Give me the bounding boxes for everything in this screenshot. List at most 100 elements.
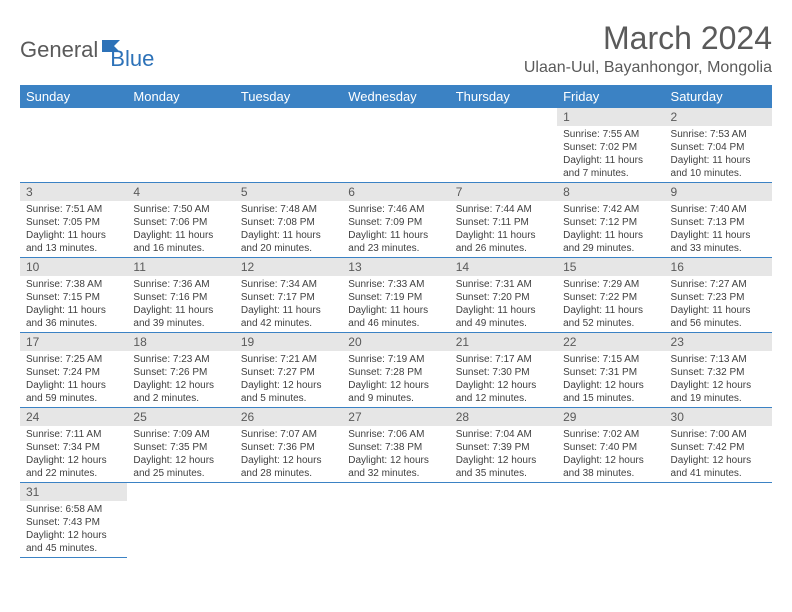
header: General Blue March 2024 Ulaan-Uul, Bayan… [20,20,772,77]
calendar-day-cell: 28Sunrise: 7:04 AMSunset: 7:39 PMDayligh… [450,408,557,483]
calendar-day-cell: 31Sunrise: 6:58 AMSunset: 7:43 PMDayligh… [20,483,127,558]
calendar-day-cell: 20Sunrise: 7:19 AMSunset: 7:28 PMDayligh… [342,333,449,408]
logo: General Blue [20,28,154,72]
day-number: 7 [450,183,557,201]
calendar-day-cell: 16Sunrise: 7:27 AMSunset: 7:23 PMDayligh… [665,258,772,333]
calendar-empty-cell [450,483,557,558]
day-number: 12 [235,258,342,276]
day-info: Sunrise: 7:19 AMSunset: 7:28 PMDaylight:… [342,351,449,407]
day-info: Sunrise: 6:58 AMSunset: 7:43 PMDaylight:… [20,501,127,557]
day-info: Sunrise: 7:38 AMSunset: 7:15 PMDaylight:… [20,276,127,332]
calendar-empty-cell [665,483,772,558]
calendar-body: 1Sunrise: 7:55 AMSunset: 7:02 PMDaylight… [20,108,772,558]
calendar-empty-cell [235,108,342,183]
calendar-empty-cell [235,483,342,558]
calendar-day-cell: 27Sunrise: 7:06 AMSunset: 7:38 PMDayligh… [342,408,449,483]
title-block: March 2024 Ulaan-Uul, Bayanhongor, Mongo… [524,20,772,77]
calendar-day-cell: 22Sunrise: 7:15 AMSunset: 7:31 PMDayligh… [557,333,664,408]
day-info: Sunrise: 7:33 AMSunset: 7:19 PMDaylight:… [342,276,449,332]
day-info: Sunrise: 7:40 AMSunset: 7:13 PMDaylight:… [665,201,772,257]
day-number: 5 [235,183,342,201]
day-info: Sunrise: 7:00 AMSunset: 7:42 PMDaylight:… [665,426,772,482]
day-number: 20 [342,333,449,351]
calendar-week-row: 1Sunrise: 7:55 AMSunset: 7:02 PMDaylight… [20,108,772,183]
day-info: Sunrise: 7:06 AMSunset: 7:38 PMDaylight:… [342,426,449,482]
weekday-header: Thursday [450,85,557,108]
day-number: 11 [127,258,234,276]
calendar-day-cell: 26Sunrise: 7:07 AMSunset: 7:36 PMDayligh… [235,408,342,483]
day-number: 9 [665,183,772,201]
calendar-day-cell: 17Sunrise: 7:25 AMSunset: 7:24 PMDayligh… [20,333,127,408]
logo-text-blue: Blue [110,46,154,72]
weekday-header: Saturday [665,85,772,108]
calendar-day-cell: 5Sunrise: 7:48 AMSunset: 7:08 PMDaylight… [235,183,342,258]
day-info: Sunrise: 7:51 AMSunset: 7:05 PMDaylight:… [20,201,127,257]
day-info: Sunrise: 7:02 AMSunset: 7:40 PMDaylight:… [557,426,664,482]
calendar-empty-cell [20,108,127,183]
day-number: 15 [557,258,664,276]
day-number: 2 [665,108,772,126]
calendar-day-cell: 12Sunrise: 7:34 AMSunset: 7:17 PMDayligh… [235,258,342,333]
day-number: 10 [20,258,127,276]
day-number: 26 [235,408,342,426]
calendar-day-cell: 7Sunrise: 7:44 AMSunset: 7:11 PMDaylight… [450,183,557,258]
calendar-week-row: 17Sunrise: 7:25 AMSunset: 7:24 PMDayligh… [20,333,772,408]
calendar-day-cell: 15Sunrise: 7:29 AMSunset: 7:22 PMDayligh… [557,258,664,333]
day-info: Sunrise: 7:27 AMSunset: 7:23 PMDaylight:… [665,276,772,332]
location-text: Ulaan-Uul, Bayanhongor, Mongolia [524,59,772,77]
day-info: Sunrise: 7:48 AMSunset: 7:08 PMDaylight:… [235,201,342,257]
day-info: Sunrise: 7:09 AMSunset: 7:35 PMDaylight:… [127,426,234,482]
day-info: Sunrise: 7:31 AMSunset: 7:20 PMDaylight:… [450,276,557,332]
day-number: 4 [127,183,234,201]
weekday-header: Wednesday [342,85,449,108]
calendar-day-cell: 9Sunrise: 7:40 AMSunset: 7:13 PMDaylight… [665,183,772,258]
page-title: March 2024 [524,20,772,57]
calendar-day-cell: 23Sunrise: 7:13 AMSunset: 7:32 PMDayligh… [665,333,772,408]
calendar-empty-cell [450,108,557,183]
day-number: 21 [450,333,557,351]
calendar-day-cell: 6Sunrise: 7:46 AMSunset: 7:09 PMDaylight… [342,183,449,258]
day-number: 3 [20,183,127,201]
calendar-day-cell: 3Sunrise: 7:51 AMSunset: 7:05 PMDaylight… [20,183,127,258]
calendar-empty-cell [127,483,234,558]
day-info: Sunrise: 7:42 AMSunset: 7:12 PMDaylight:… [557,201,664,257]
calendar-week-row: 3Sunrise: 7:51 AMSunset: 7:05 PMDaylight… [20,183,772,258]
day-number: 25 [127,408,234,426]
calendar-empty-cell [342,483,449,558]
day-number: 27 [342,408,449,426]
day-info: Sunrise: 7:46 AMSunset: 7:09 PMDaylight:… [342,201,449,257]
calendar-empty-cell [342,108,449,183]
day-number: 31 [20,483,127,501]
calendar-day-cell: 29Sunrise: 7:02 AMSunset: 7:40 PMDayligh… [557,408,664,483]
day-info: Sunrise: 7:29 AMSunset: 7:22 PMDaylight:… [557,276,664,332]
day-number: 17 [20,333,127,351]
day-number: 8 [557,183,664,201]
calendar-day-cell: 1Sunrise: 7:55 AMSunset: 7:02 PMDaylight… [557,108,664,183]
calendar-day-cell: 13Sunrise: 7:33 AMSunset: 7:19 PMDayligh… [342,258,449,333]
calendar-week-row: 24Sunrise: 7:11 AMSunset: 7:34 PMDayligh… [20,408,772,483]
day-info: Sunrise: 7:13 AMSunset: 7:32 PMDaylight:… [665,351,772,407]
day-number: 28 [450,408,557,426]
day-info: Sunrise: 7:21 AMSunset: 7:27 PMDaylight:… [235,351,342,407]
day-number: 16 [665,258,772,276]
day-info: Sunrise: 7:15 AMSunset: 7:31 PMDaylight:… [557,351,664,407]
day-number: 22 [557,333,664,351]
calendar-day-cell: 11Sunrise: 7:36 AMSunset: 7:16 PMDayligh… [127,258,234,333]
calendar-week-row: 31Sunrise: 6:58 AMSunset: 7:43 PMDayligh… [20,483,772,558]
calendar-day-cell: 21Sunrise: 7:17 AMSunset: 7:30 PMDayligh… [450,333,557,408]
day-info: Sunrise: 7:53 AMSunset: 7:04 PMDaylight:… [665,126,772,182]
day-number: 18 [127,333,234,351]
day-info: Sunrise: 7:23 AMSunset: 7:26 PMDaylight:… [127,351,234,407]
day-number: 30 [665,408,772,426]
day-info: Sunrise: 7:36 AMSunset: 7:16 PMDaylight:… [127,276,234,332]
calendar-day-cell: 18Sunrise: 7:23 AMSunset: 7:26 PMDayligh… [127,333,234,408]
weekday-header: Sunday [20,85,127,108]
day-number: 6 [342,183,449,201]
calendar-empty-cell [127,108,234,183]
day-info: Sunrise: 7:25 AMSunset: 7:24 PMDaylight:… [20,351,127,407]
weekday-header-row: SundayMondayTuesdayWednesdayThursdayFrid… [20,85,772,108]
day-number: 13 [342,258,449,276]
calendar-week-row: 10Sunrise: 7:38 AMSunset: 7:15 PMDayligh… [20,258,772,333]
day-info: Sunrise: 7:34 AMSunset: 7:17 PMDaylight:… [235,276,342,332]
calendar-empty-cell [557,483,664,558]
